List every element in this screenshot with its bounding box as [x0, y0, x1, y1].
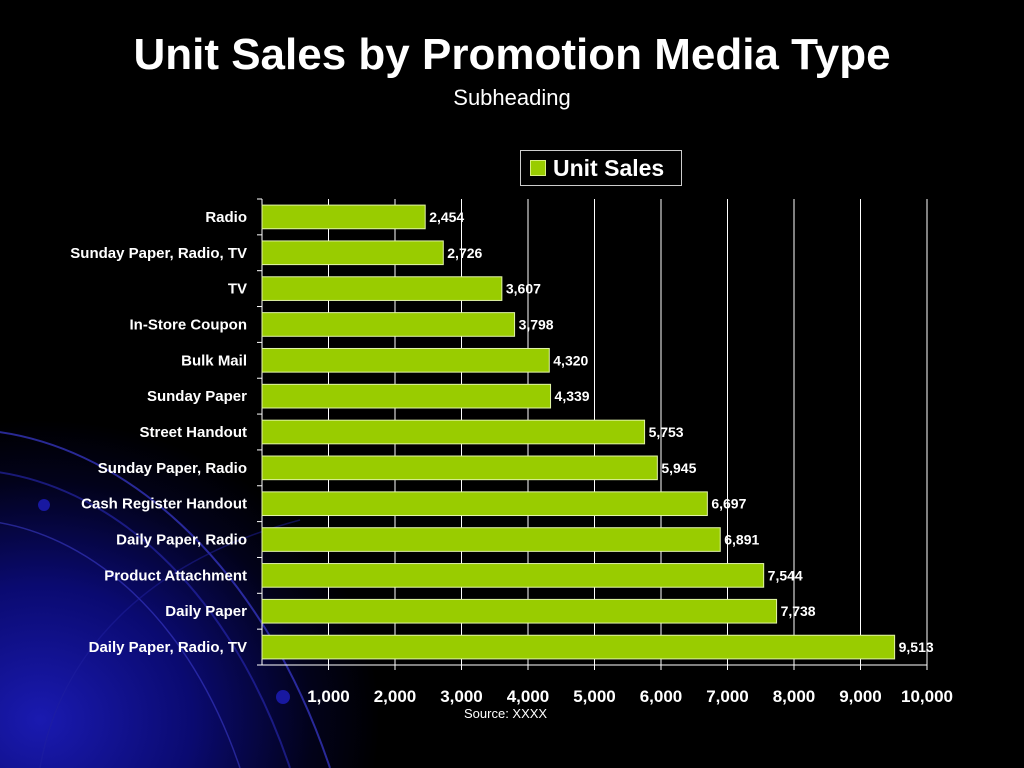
value-label: 2,454 — [429, 209, 464, 225]
bar — [261, 419, 646, 445]
x-tick-label: 2,000 — [374, 687, 417, 706]
value-label: 4,320 — [553, 352, 588, 368]
value-label: 5,753 — [649, 424, 684, 440]
chart-legend: Unit Sales — [520, 150, 682, 186]
x-tick-label: 6,000 — [640, 687, 683, 706]
category-label: Daily Paper, Radio — [116, 532, 247, 549]
bar — [261, 312, 516, 337]
bar — [261, 276, 503, 301]
category-label: TV — [228, 281, 247, 298]
bar — [261, 634, 896, 660]
category-label: Sunday Paper, Radio — [98, 460, 247, 477]
value-label: 6,697 — [711, 496, 746, 512]
x-tick-label: 3,000 — [440, 687, 483, 706]
x-tick-label: 10,000 — [901, 687, 953, 706]
x-tick-label: 1,000 — [307, 687, 350, 706]
value-label: 7,738 — [781, 603, 816, 619]
bar — [261, 527, 721, 552]
category-label: Daily Paper, Radio, TV — [89, 639, 247, 656]
category-label: Street Handout — [139, 424, 247, 441]
category-label: Product Attachment — [104, 567, 247, 584]
bar — [261, 347, 550, 373]
value-label: 4,339 — [555, 388, 590, 404]
x-tick-label: 7,000 — [706, 687, 749, 706]
value-label: 6,891 — [724, 532, 759, 548]
value-label: 3,607 — [506, 281, 541, 297]
slide-subtitle: Subheading — [453, 85, 571, 110]
category-label: Bulk Mail — [181, 352, 247, 369]
value-label: 5,945 — [661, 460, 696, 476]
category-label: Cash Register Handout — [81, 496, 247, 513]
bar — [261, 563, 765, 588]
legend-swatch — [530, 160, 546, 176]
legend-label: Unit Sales — [553, 154, 665, 181]
decorative-dot — [38, 499, 50, 511]
value-label: 3,798 — [519, 316, 554, 332]
category-label: Sunday Paper — [147, 388, 247, 405]
decorative-dot — [276, 690, 290, 704]
value-label: 2,726 — [447, 245, 482, 261]
x-tick-label: 4,000 — [507, 687, 550, 706]
x-tick-label: 8,000 — [773, 687, 816, 706]
bar — [261, 598, 778, 624]
category-label: Sunday Paper, Radio, TV — [70, 245, 247, 262]
category-label: In-Store Coupon — [130, 316, 247, 333]
bar — [261, 455, 658, 481]
value-label: 9,513 — [899, 639, 934, 655]
bar — [261, 204, 426, 230]
bar — [261, 383, 552, 409]
source-note: Source: XXXX — [464, 706, 548, 721]
value-label: 7,544 — [768, 567, 803, 583]
x-tick-label: 5,000 — [573, 687, 616, 706]
x-tick-label: 9,000 — [839, 687, 882, 706]
category-label: Daily Paper — [165, 603, 247, 620]
slide-title: Unit Sales by Promotion Media Type — [133, 30, 891, 79]
bar — [261, 491, 708, 517]
bar — [261, 240, 444, 266]
category-label: Radio — [205, 209, 247, 226]
